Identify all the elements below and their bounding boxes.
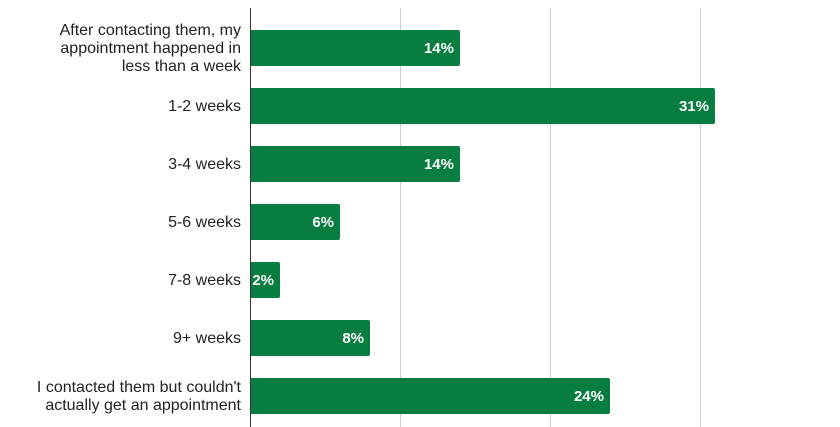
category-label: After contacting them, my bbox=[60, 22, 241, 39]
bar bbox=[250, 378, 610, 414]
category-label: I contacted them but couldn't bbox=[37, 379, 242, 396]
bar bbox=[250, 88, 715, 124]
category-label: 3-4 weeks bbox=[168, 156, 241, 173]
bar-value-label: 14% bbox=[424, 156, 454, 173]
category-label: 1-2 weeks bbox=[168, 98, 241, 115]
category-label: 5-6 weeks bbox=[168, 214, 241, 231]
gridlines bbox=[400, 8, 701, 427]
bar bbox=[250, 320, 370, 356]
category-label: appointment happened in bbox=[60, 40, 241, 57]
category-label: 7-8 weeks bbox=[168, 272, 241, 289]
category-label: 9+ weeks bbox=[173, 330, 241, 347]
category-label: actually get an appointment bbox=[45, 397, 241, 414]
bar-value-label: 6% bbox=[312, 214, 334, 231]
bars bbox=[250, 30, 715, 414]
category-label: less than a week bbox=[122, 58, 242, 75]
bar bbox=[250, 30, 460, 66]
bar-value-label: 31% bbox=[679, 98, 709, 115]
value-labels: 14% 31% 14% 6% 2% 8% 24% bbox=[252, 40, 709, 405]
bar bbox=[250, 204, 340, 240]
bar-value-label: 8% bbox=[342, 330, 364, 347]
bar-value-label: 24% bbox=[574, 388, 604, 405]
bar-value-label: 2% bbox=[252, 272, 274, 289]
bar bbox=[250, 262, 280, 298]
bar-value-label: 14% bbox=[424, 40, 454, 57]
bar bbox=[250, 146, 460, 182]
